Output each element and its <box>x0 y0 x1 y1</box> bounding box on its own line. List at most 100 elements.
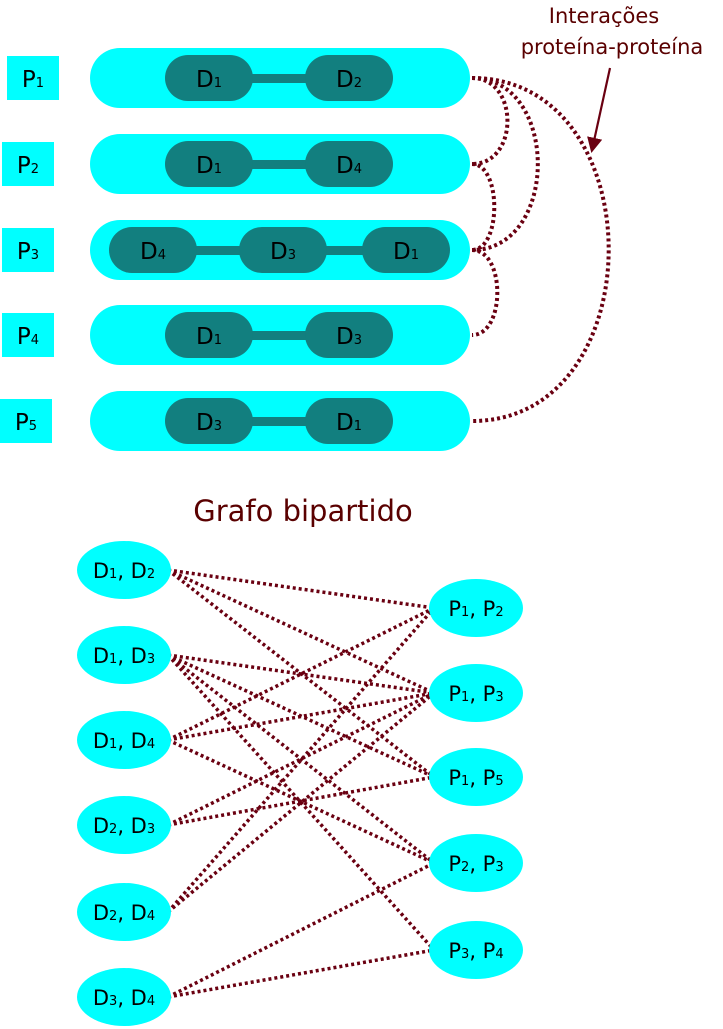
pair-first-index: 1 <box>461 690 469 705</box>
protein-label: P2 <box>17 153 39 179</box>
annotation: Interações proteína-proteína <box>521 4 703 154</box>
domain-pair-node-ellipse <box>77 711 171 769</box>
pair-separator: , <box>117 814 130 838</box>
domain-pair-node-ellipse <box>77 626 171 684</box>
domain-pair-node: D1, D2 <box>77 541 171 599</box>
domain-index: 3 <box>354 333 362 348</box>
protein-index: 1 <box>36 76 44 91</box>
pair-first-letter: D <box>93 729 109 753</box>
protein-letter: P <box>17 324 31 350</box>
pair-second-letter: D <box>131 986 147 1010</box>
domain-index: 4 <box>354 162 362 177</box>
domain-index: 3 <box>288 248 296 263</box>
protein-pair-node-ellipse <box>429 921 523 979</box>
domain-block <box>165 398 253 444</box>
pair-second-index: 4 <box>147 737 155 752</box>
domain-index: 1 <box>354 419 362 434</box>
protein-pair-node: P3, P4 <box>429 921 523 979</box>
domain-index: 1 <box>214 162 222 177</box>
pair-first-letter: P <box>448 597 461 621</box>
domain-pair-node-ellipse <box>77 883 171 941</box>
domain-pair-node-ellipse <box>77 541 171 599</box>
pair-first-index: 2 <box>461 860 469 875</box>
pair-first-letter: P <box>448 766 461 790</box>
domain-letter: D <box>336 324 354 350</box>
pair-separator: , <box>469 597 482 621</box>
protein-label-box <box>0 399 52 443</box>
protein-pair-node-label: P1, P2 <box>448 597 503 621</box>
domain-pair-node-label: D3, D4 <box>93 986 155 1010</box>
pair-second-index: 5 <box>495 774 503 789</box>
pair-separator: , <box>469 852 482 876</box>
domain-pair-node-label: D1, D3 <box>93 644 155 668</box>
domain-pair-node-label: D1, D2 <box>93 559 155 583</box>
interaction-arc <box>471 76 611 423</box>
domain-index: 3 <box>214 419 222 434</box>
bipartite-edge <box>167 691 435 827</box>
pair-second-index: 3 <box>147 652 155 667</box>
pair-second-index: 3 <box>147 822 155 837</box>
bipartite-edge <box>167 568 435 695</box>
pair-first-index: 1 <box>461 774 469 789</box>
protein-pair-node-ellipse <box>429 579 523 637</box>
pair-second-letter: D <box>131 729 147 753</box>
protein-row: P2 D1 D4 <box>2 134 470 194</box>
protein-pair-node: P1, P3 <box>429 664 523 722</box>
domain-linker <box>209 417 349 426</box>
pair-first-letter: D <box>93 901 109 925</box>
domain-pair-node-label: D2, D3 <box>93 814 155 838</box>
bipartite-title: Grafo bipartido <box>193 494 412 528</box>
pair-separator: , <box>117 729 130 753</box>
domain-label: D1 <box>196 153 222 179</box>
protein-pair-node: P1, P2 <box>429 579 523 637</box>
domain-block <box>362 227 450 273</box>
pair-second-letter: P <box>483 766 496 790</box>
pair-second-letter: D <box>131 559 147 583</box>
domain-linker <box>209 331 349 340</box>
protein-row: P1 D1 D2 <box>7 48 470 108</box>
annotation-arrow <box>587 67 612 154</box>
pair-second-index: 3 <box>495 690 503 705</box>
domain-block <box>305 312 393 358</box>
pair-first-index: 3 <box>461 947 469 962</box>
interaction-arc <box>471 76 510 166</box>
domain-pair-node: D3, D4 <box>77 968 171 1026</box>
pair-first-index: 2 <box>109 909 117 924</box>
protein-row: P5 D 3 D1 <box>0 391 470 451</box>
protein-pair-node-ellipse <box>429 834 523 892</box>
domain-label: D4 <box>140 239 166 265</box>
interaction-arcs <box>471 76 611 423</box>
pair-separator: , <box>469 939 482 963</box>
protein-label-box <box>2 313 54 357</box>
domain-index: 4 <box>158 248 166 263</box>
domain-letter: D <box>336 410 354 436</box>
domain-index: 1 <box>214 333 222 348</box>
domain-block <box>165 312 253 358</box>
protein-pair-node-label: P3, P4 <box>448 939 503 963</box>
pair-second-index: 4 <box>495 947 503 962</box>
pair-separator: , <box>117 644 130 668</box>
protein-label-box <box>7 56 59 100</box>
domain-label: D1 <box>336 410 362 436</box>
domain-letter: D <box>140 239 158 265</box>
bipartite-edges <box>166 568 436 999</box>
pair-first-letter: D <box>93 644 109 668</box>
bipartite-edge <box>166 653 436 865</box>
pair-first-index: 1 <box>109 567 117 582</box>
pair-separator: , <box>117 986 130 1010</box>
domain-label: D1 <box>393 239 419 265</box>
domain-label: D3 <box>270 239 296 265</box>
interaction-arc <box>471 248 500 337</box>
protein-pair-node-label: P1, P3 <box>448 682 503 706</box>
domain-linker <box>209 160 349 169</box>
domain-block <box>305 398 393 444</box>
pair-first-letter: D <box>93 986 109 1010</box>
pair-second-letter: D <box>131 901 147 925</box>
pair-second-letter: P <box>483 597 496 621</box>
pair-separator: , <box>117 559 130 583</box>
protein-letter: P <box>17 239 31 265</box>
protein-label: P5 <box>15 410 37 436</box>
domain-pair-node-label: D1, D4 <box>93 729 155 753</box>
